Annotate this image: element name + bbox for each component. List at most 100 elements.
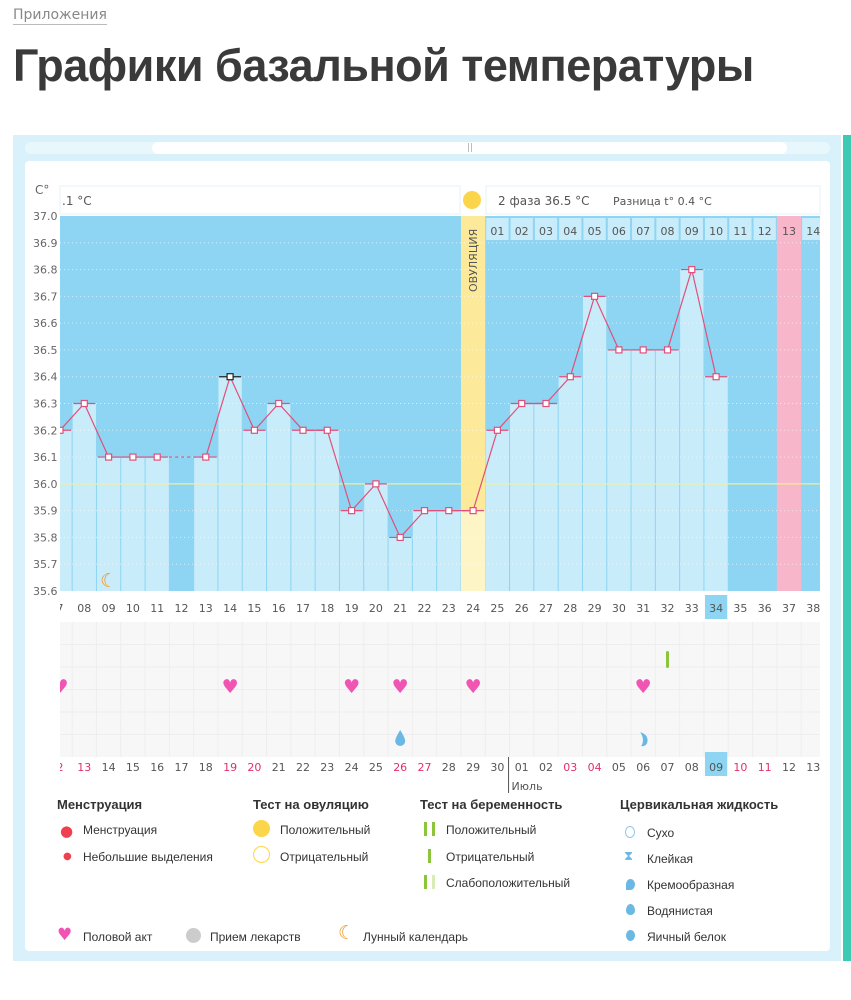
date-label: 24 — [345, 761, 359, 774]
temperature-segment — [594, 296, 620, 351]
phase2-day-cell — [632, 218, 655, 240]
date-label: 23 — [320, 761, 334, 774]
heart-icon: ♥ — [465, 676, 482, 698]
legend-item: Клейкая — [647, 852, 694, 866]
legend-item: Половой акт — [83, 930, 153, 944]
cycle-day-label: 34 — [709, 602, 723, 615]
date-label: 13 — [77, 761, 91, 774]
temperature-point — [590, 292, 599, 300]
cycle-day-row — [60, 591, 820, 621]
temperature-bar — [60, 430, 72, 591]
scrollbar-thumb[interactable] — [152, 142, 787, 154]
legend-pregnancy-title: Тест на беременность — [420, 797, 563, 812]
temperature-bar — [72, 403, 96, 591]
phase2-day-label: 07 — [636, 225, 650, 238]
y-tick-label: 36.8 — [33, 264, 58, 277]
legend-ovulation-title: Тест на овуляцию — [253, 797, 369, 812]
y-tick-label: 36.9 — [33, 237, 58, 250]
phase2-day-cell — [704, 218, 728, 240]
phase2-day-cell — [777, 218, 801, 240]
temperature-segment — [60, 403, 85, 431]
temperature-point — [542, 399, 550, 408]
breadcrumb-link[interactable]: Приложения — [13, 7, 107, 25]
cycle-day-label: 09 — [102, 602, 116, 615]
legend-item: Небольшие выделения — [83, 850, 213, 864]
temperature-segment — [472, 430, 498, 511]
cycle-day-label: 10 — [126, 602, 140, 615]
date-label: 20 — [247, 761, 261, 774]
cycle-day-label: 23 — [442, 602, 456, 615]
temperature-bar — [631, 349, 655, 591]
legend-item: Сухо — [647, 826, 675, 840]
temperature-segment — [399, 510, 425, 538]
temperature-bar — [315, 430, 339, 591]
temperature-point — [275, 399, 283, 408]
temperature-point — [348, 507, 356, 515]
temperature-bar — [291, 430, 315, 591]
phase2-day-cell — [534, 218, 558, 240]
date-label: 22 — [296, 761, 310, 774]
phase2-day-label: 13 — [782, 225, 796, 238]
date-row — [60, 757, 820, 793]
temperature-point — [202, 453, 210, 461]
temperature-point — [566, 373, 574, 381]
cycle-day-label: 36 — [758, 602, 772, 615]
temperature-segment — [496, 403, 523, 431]
cycle-day-label: 08 — [77, 602, 91, 615]
legend-item: Положительный — [280, 823, 371, 837]
cycle-day-label: 24 — [466, 602, 480, 615]
temperature-segment — [326, 430, 353, 511]
date-label: 08 — [685, 761, 699, 774]
phase2-day-label: 10 — [709, 225, 723, 238]
temperature-point — [712, 373, 720, 381]
phase2-day-cell — [680, 218, 703, 240]
ovulation-label: ОВУЛЯЦИЯ — [467, 229, 480, 292]
cycle-day-label: 11 — [150, 602, 164, 615]
temperature-segment — [253, 403, 280, 431]
phase2-day-label: 11 — [733, 225, 747, 238]
phase2-day-label: 06 — [612, 225, 626, 238]
phase1-text: .1 °C — [62, 194, 92, 208]
cycle-day-label: 20 — [369, 602, 383, 615]
spotting-drop-icon: ● — [63, 851, 72, 862]
date-label: 16 — [150, 761, 164, 774]
y-tick-label: 35.8 — [33, 531, 58, 544]
date-label: 26 — [393, 761, 407, 774]
legend-item: Прием лекарств — [210, 930, 301, 944]
date-label: 19 — [223, 761, 237, 774]
temperature-bar — [510, 403, 534, 591]
date-label: 12 — [782, 761, 796, 774]
temperature-point — [299, 426, 307, 434]
y-unit-label: C° — [35, 183, 49, 197]
temperature-bar — [655, 349, 680, 591]
temperature-point — [80, 399, 88, 408]
bbt-chart: 01 02 03 04 05 06 07 08 09 10 11 12 13 14 7 08 09 10 11 12 1… — [33, 183, 821, 793]
temperature-point — [663, 346, 672, 354]
temperature-segment — [545, 376, 571, 404]
phase2-day-cell — [486, 218, 509, 240]
phase2-day-label: 03 — [539, 225, 553, 238]
cycle-day-label: 30 — [612, 602, 626, 615]
temperature-segment — [229, 376, 255, 431]
date-label: 2 — [57, 761, 64, 774]
side-tab[interactable] — [843, 135, 851, 961]
ovulation-negative-icon — [253, 846, 270, 863]
month-label: Июль — [512, 780, 543, 793]
temperature-segment — [205, 376, 231, 458]
temperature-point — [445, 507, 453, 515]
cycle-day-label: 17 — [296, 602, 310, 615]
y-tick-label: 35.6 — [33, 585, 58, 598]
watery-icon — [395, 730, 406, 746]
temperature-segment — [375, 483, 401, 538]
date-label: 15 — [126, 761, 140, 774]
temperature-bar — [339, 510, 364, 591]
cycle-day-label: 33 — [685, 602, 699, 615]
temperature-point — [639, 346, 647, 354]
date-label: 21 — [272, 761, 286, 774]
y-tick-label: 35.7 — [33, 558, 58, 571]
date-label: 13 — [806, 761, 820, 774]
temperature-point — [153, 453, 161, 461]
cycle-day-label: 7 — [57, 602, 64, 615]
plot-area: 01 02 03 04 05 06 07 08 09 10 11 12 13 14 7 08 09 10 11 12 1… — [57, 216, 820, 793]
date-label: 30 — [490, 761, 504, 774]
